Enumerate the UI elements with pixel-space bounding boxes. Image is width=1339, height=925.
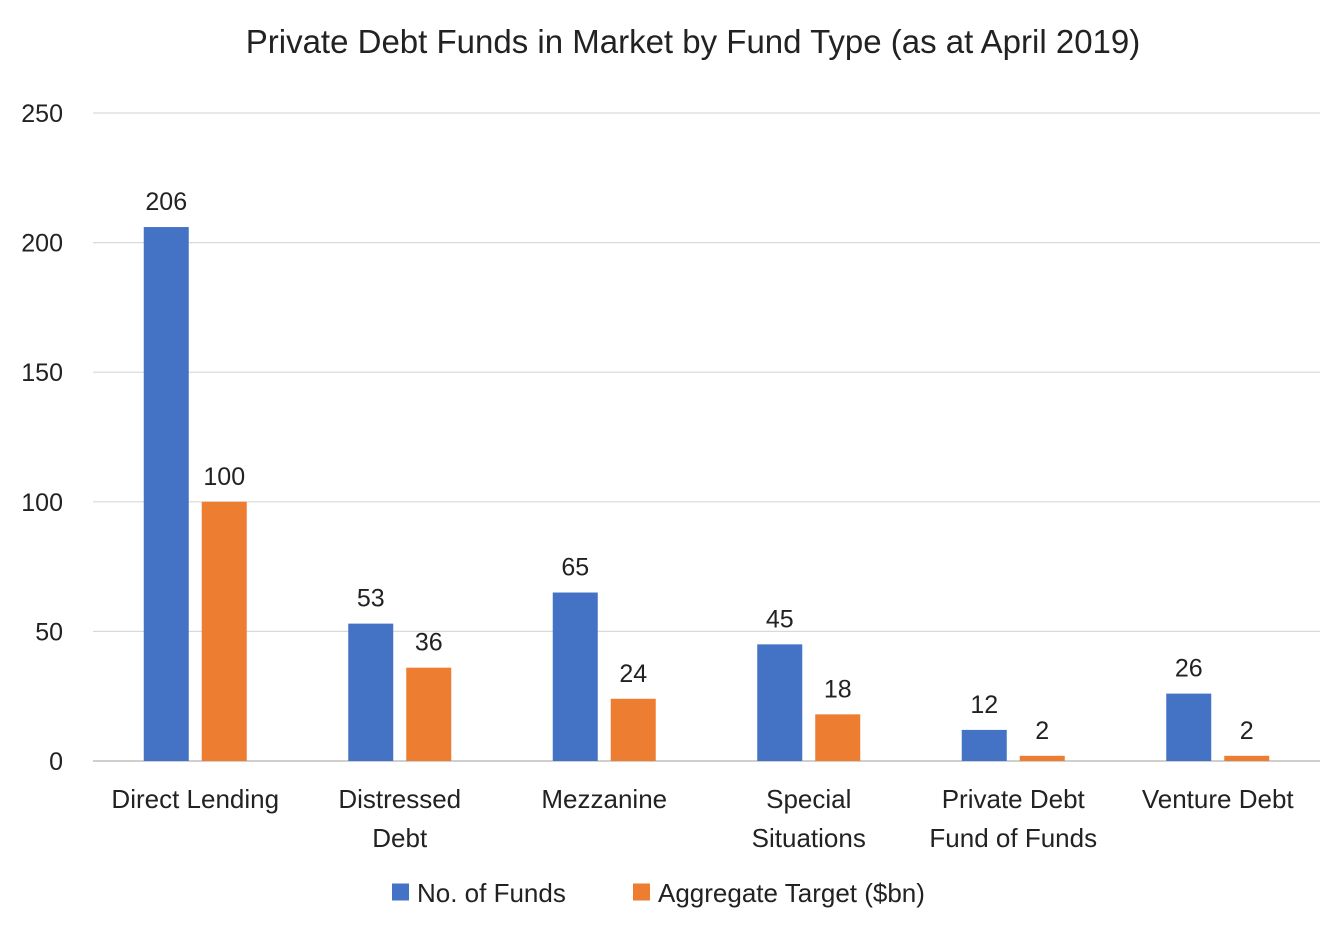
bar-no-of-funds	[961, 729, 1007, 761]
bar-aggregate-target	[406, 667, 452, 761]
bar-aggregate-target	[610, 698, 656, 761]
bar-aggregate-target	[1224, 755, 1270, 761]
y-tick-label: 150	[21, 359, 63, 387]
x-category-label: Direct Lending	[111, 784, 279, 814]
legend-label: Aggregate Target ($bn)	[658, 878, 925, 908]
data-labels: 206 100 53 36 65 24 45 18 12 2 26 2	[145, 188, 1253, 745]
legend-label: No. of Funds	[417, 878, 566, 908]
bar-no-of-funds	[757, 644, 803, 761]
x-category-label: Mezzanine	[541, 784, 667, 814]
data-label: 26	[1175, 655, 1203, 683]
y-tick-label: 50	[35, 618, 63, 646]
data-label: 100	[203, 463, 245, 491]
data-label: 45	[766, 605, 794, 633]
x-category-label: Special Situations	[752, 784, 866, 853]
bar-no-of-funds	[552, 592, 598, 761]
y-axis-ticks: 0 50 100 150 200 250	[21, 100, 63, 776]
bar-aggregate-target	[815, 714, 861, 761]
y-tick-label: 200	[21, 230, 63, 258]
data-label: 53	[357, 585, 385, 613]
data-label: 36	[415, 629, 443, 657]
x-category-label: Private Debt Fund of Funds	[929, 784, 1097, 853]
data-label: 12	[970, 691, 998, 719]
x-axis-categories: Direct Lending Distressed Debt Mezzanine Spe…	[111, 784, 1294, 853]
y-tick-label: 250	[21, 100, 63, 128]
x-category-label: Distressed Debt	[338, 784, 461, 853]
data-label: 206	[145, 188, 187, 216]
bar-no-of-funds	[143, 227, 189, 762]
bar-no-of-funds	[1166, 693, 1212, 761]
gridlines	[93, 112, 1320, 762]
bars	[143, 227, 1270, 762]
x-category-label: Venture Debt	[1142, 784, 1295, 814]
bar-aggregate-target	[201, 501, 247, 761]
data-label: 2	[1240, 717, 1254, 745]
bar-no-of-funds	[348, 623, 394, 761]
data-label: 18	[824, 675, 852, 703]
y-tick-label: 100	[21, 489, 63, 517]
data-label: 24	[619, 660, 647, 688]
data-label: 65	[561, 554, 589, 582]
y-tick-label: 0	[49, 748, 63, 776]
data-label: 2	[1035, 717, 1049, 745]
legend-swatch	[633, 883, 650, 901]
legend: No. of Funds Aggregate Target ($bn)	[392, 878, 925, 908]
chart-title: Private Debt Funds in Market by Fund Typ…	[246, 23, 1141, 60]
bar-aggregate-target	[1019, 755, 1065, 761]
legend-swatch	[392, 883, 409, 901]
